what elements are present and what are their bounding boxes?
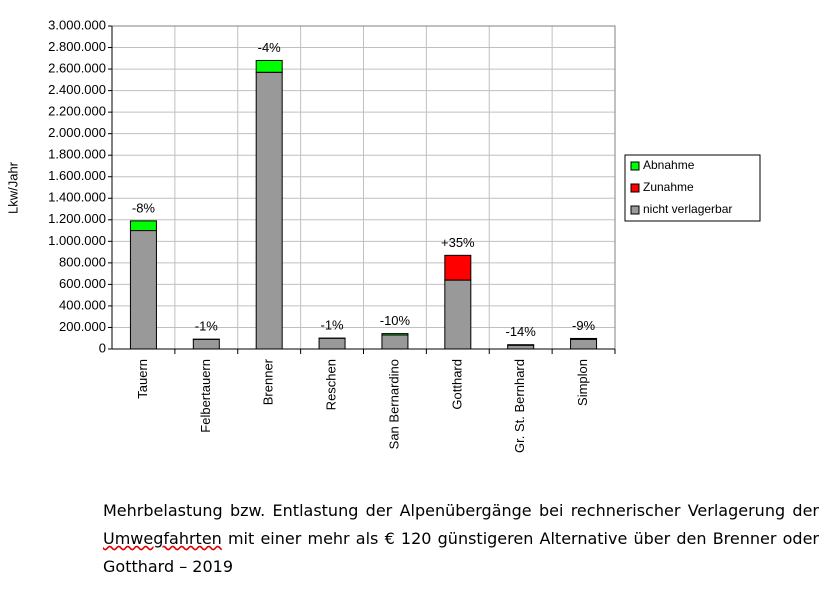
x-tick-label: Tauern bbox=[135, 359, 150, 399]
y-tick-label: 1.400.000 bbox=[48, 190, 106, 205]
bar-segment bbox=[381, 333, 409, 336]
bar-segment bbox=[444, 254, 472, 281]
bar-segment bbox=[507, 344, 535, 350]
bar-segment bbox=[318, 337, 346, 350]
y-tick-label: 2.400.000 bbox=[48, 82, 106, 97]
caption-text: mit einer mehr als € 120 günstigeren Alt… bbox=[103, 529, 819, 576]
x-tick-label: Reschen bbox=[324, 359, 339, 410]
y-tick-label: 800.000 bbox=[59, 254, 106, 269]
legend-box bbox=[624, 154, 761, 222]
bar-segment bbox=[444, 279, 472, 350]
x-tick-label: Gotthard bbox=[449, 359, 464, 410]
y-tick-label: 1.600.000 bbox=[48, 168, 106, 183]
annotation: -1% bbox=[195, 319, 219, 334]
bar-segment bbox=[507, 344, 535, 346]
bar-segment bbox=[129, 220, 157, 232]
y-tick-label: 1.000.000 bbox=[48, 233, 106, 248]
annotation: -1% bbox=[321, 318, 345, 333]
annotation: -10% bbox=[380, 313, 411, 328]
caption-underlined: Umwegfahrten bbox=[103, 529, 222, 548]
annotation: -9% bbox=[572, 318, 596, 333]
legend-swatch bbox=[630, 205, 640, 215]
bar-segment bbox=[381, 334, 409, 350]
y-tick-label: 1.200.000 bbox=[48, 211, 106, 226]
y-tick-label: 2.000.000 bbox=[48, 125, 106, 140]
legend-label: nicht verlagerbar bbox=[643, 202, 732, 216]
bar-segment bbox=[129, 230, 157, 350]
x-tick-label: Gr. St. Bernhard bbox=[512, 359, 527, 453]
caption: Mehrbelastung bzw. Entlastung der Alpenü… bbox=[103, 497, 819, 581]
y-tick-label: 2.200.000 bbox=[48, 104, 106, 119]
bar-segment bbox=[570, 338, 598, 350]
legend-swatch bbox=[630, 161, 640, 171]
y-tick-label: 600.000 bbox=[59, 276, 106, 291]
bar-segment bbox=[570, 337, 598, 340]
annotation: -14% bbox=[506, 324, 537, 339]
y-tick-label: 1.800.000 bbox=[48, 147, 106, 162]
legend-label: Zunahme bbox=[643, 180, 694, 194]
legend-swatch bbox=[630, 183, 640, 193]
chart: Lkw/Jahr 0 200.000 400.000 600.000 800.000 1.… bbox=[5, 17, 761, 453]
y-axis-title: Lkw/Jahr bbox=[5, 161, 20, 214]
y-tick-label: 2.600.000 bbox=[48, 61, 106, 76]
annotation: +35% bbox=[441, 235, 475, 250]
x-tick-label: Simplon bbox=[575, 359, 590, 406]
y-tick-label: 0 bbox=[99, 340, 106, 355]
x-tick-label: Brenner bbox=[261, 358, 276, 405]
legend-label: Abnahme bbox=[643, 158, 695, 172]
bar-segment bbox=[255, 71, 283, 350]
y-tick-label: 2.800.000 bbox=[48, 39, 106, 54]
y-tick-label: 400.000 bbox=[59, 297, 106, 312]
x-tick-label: San Bernardino bbox=[386, 359, 401, 449]
bar-segment bbox=[255, 59, 283, 73]
y-tick-label: 3.000.000 bbox=[48, 17, 106, 32]
annotation: -4% bbox=[258, 40, 282, 55]
annotation: -8% bbox=[132, 200, 156, 215]
bar-segment bbox=[192, 338, 220, 350]
x-tick-label: Felbertauern bbox=[198, 359, 213, 433]
caption-text: Mehrbelastung bzw. Entlastung der Alpenü… bbox=[103, 501, 819, 520]
y-tick-label: 200.000 bbox=[59, 319, 106, 334]
